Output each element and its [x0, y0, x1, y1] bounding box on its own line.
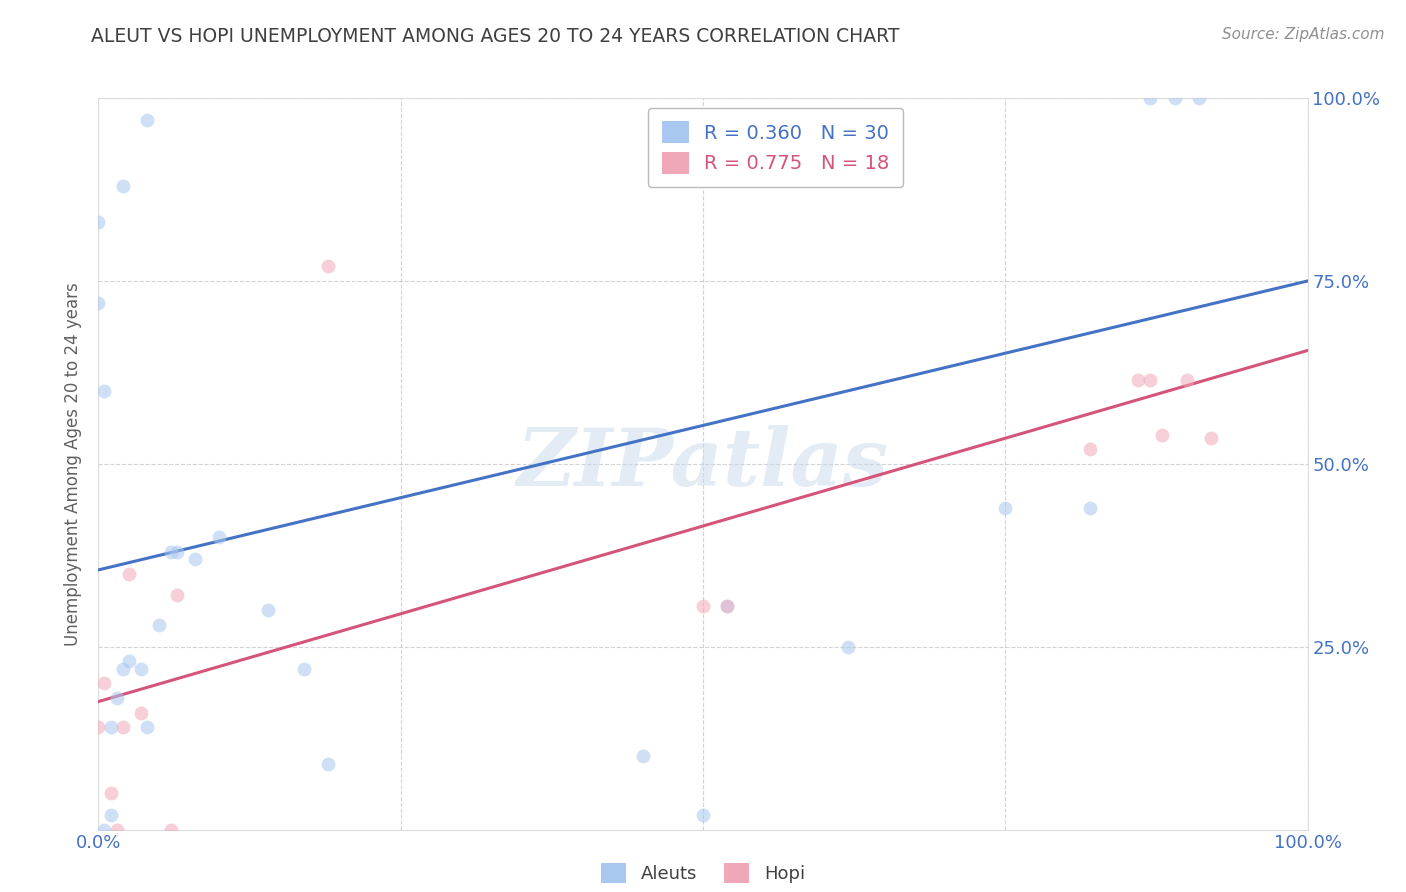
Text: ALEUT VS HOPI UNEMPLOYMENT AMONG AGES 20 TO 24 YEARS CORRELATION CHART: ALEUT VS HOPI UNEMPLOYMENT AMONG AGES 20…: [91, 27, 900, 45]
Text: ZIPatlas: ZIPatlas: [517, 425, 889, 502]
Point: [1163, 91, 1185, 105]
Point: [1175, 373, 1198, 387]
Point: [100, 720, 122, 734]
Point: [716, 599, 738, 614]
Point: [105, 822, 128, 837]
Point: [93, 676, 115, 690]
Point: [160, 544, 183, 558]
Point: [1152, 427, 1174, 442]
Point: [292, 662, 315, 676]
Point: [1128, 373, 1150, 387]
Point: [1078, 500, 1101, 515]
Point: [93, 822, 115, 837]
Point: [118, 654, 141, 668]
Point: [316, 756, 339, 771]
Point: [100, 808, 122, 822]
Point: [994, 500, 1017, 515]
Point: [87, 296, 110, 310]
Point: [692, 808, 714, 822]
Point: [135, 720, 157, 734]
Point: [93, 384, 115, 398]
Point: [118, 566, 141, 581]
Point: [129, 662, 152, 676]
Point: [111, 662, 134, 676]
Point: [160, 822, 183, 837]
Point: [111, 720, 134, 734]
Point: [1199, 431, 1222, 445]
Point: [1078, 442, 1101, 457]
Point: [105, 690, 128, 705]
Point: [1188, 91, 1211, 105]
Point: [111, 178, 134, 193]
Point: [135, 113, 157, 128]
Point: [148, 617, 170, 632]
Point: [166, 544, 188, 558]
Point: [87, 215, 110, 229]
Point: [100, 786, 122, 800]
Text: Source: ZipAtlas.com: Source: ZipAtlas.com: [1222, 27, 1385, 42]
Point: [87, 720, 110, 734]
Point: [166, 589, 188, 603]
Legend: Aleuts, Hopi: Aleuts, Hopi: [593, 855, 813, 890]
Point: [1139, 373, 1161, 387]
Point: [316, 260, 339, 274]
Point: [837, 640, 859, 654]
Point: [256, 603, 278, 617]
Point: [1139, 91, 1161, 105]
Point: [184, 552, 207, 566]
Point: [129, 706, 152, 720]
Point: [631, 749, 654, 764]
Point: [716, 599, 738, 614]
Point: [208, 530, 231, 544]
Y-axis label: Unemployment Among Ages 20 to 24 years: Unemployment Among Ages 20 to 24 years: [65, 282, 83, 646]
Point: [692, 599, 714, 614]
